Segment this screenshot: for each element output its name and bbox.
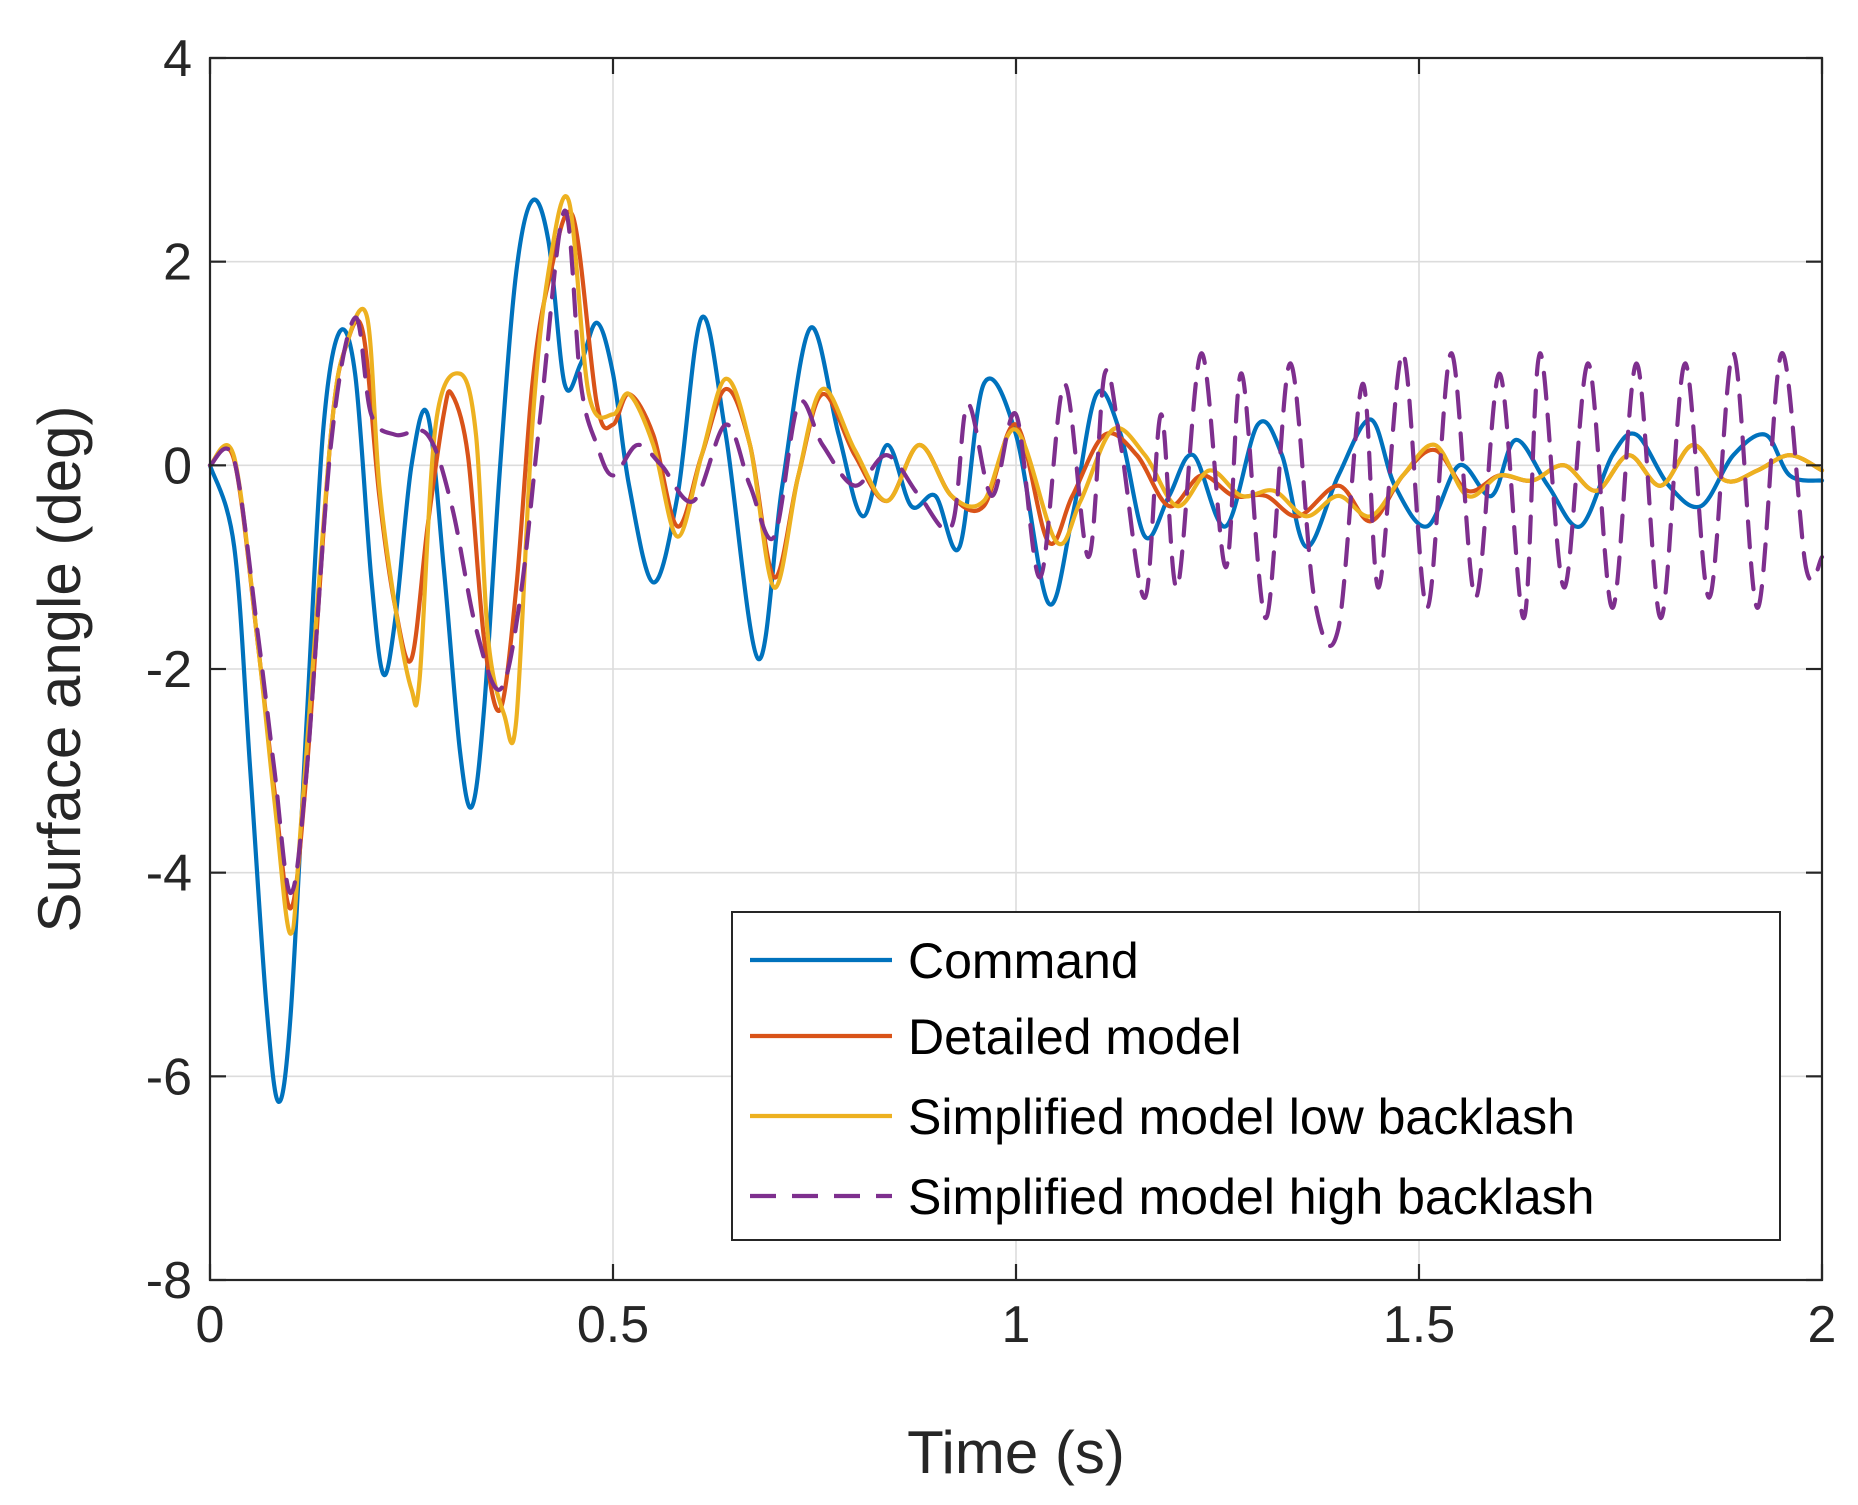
- x-tick-label: 2: [1808, 1296, 1837, 1354]
- y-tick-label: -4: [146, 845, 192, 903]
- x-axis-label: Time (s): [907, 1419, 1125, 1486]
- ticks: [208, 56, 1824, 1282]
- x-tick-label: 0.5: [577, 1296, 649, 1354]
- series-layer: [207, 194, 1825, 1104]
- legend-label-command: Command: [908, 933, 1139, 989]
- y-tick-label: 0: [163, 437, 192, 495]
- y-tick-label: -6: [146, 1048, 192, 1106]
- y-tick-label: -8: [146, 1252, 192, 1310]
- legend-label-detailed-model: Detailed model: [908, 1009, 1242, 1065]
- series-simplified-low-backlash: [207, 194, 1825, 936]
- y-tick-label: -2: [146, 641, 192, 699]
- y-tick-label: 2: [163, 234, 192, 292]
- tick-labels: 0 0.5 1 1.5 2 -8 -6 -4 -2 0 2 4: [146, 30, 1837, 1354]
- legend-label-simplified-high: Simplified model high backlash: [908, 1169, 1594, 1225]
- y-axis-label: Surface angle (deg): [26, 406, 93, 933]
- x-tick-label: 1: [1002, 1296, 1031, 1354]
- x-tick-label: 0: [196, 1296, 225, 1354]
- legend-label-simplified-low: Simplified model low backlash: [908, 1089, 1575, 1145]
- x-tick-label: 1.5: [1383, 1296, 1455, 1354]
- legend: Command Detailed model Simplified model …: [731, 911, 1781, 1241]
- legend-box: [731, 911, 1781, 1241]
- y-tick-label: 4: [163, 30, 192, 88]
- series-simplified-high-backlash: [207, 208, 1825, 896]
